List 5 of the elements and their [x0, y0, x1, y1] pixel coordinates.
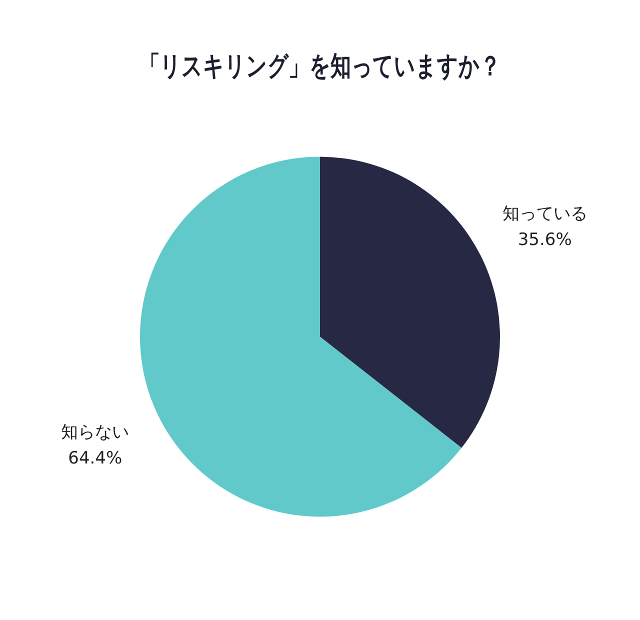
data-label: 35.6% — [518, 230, 572, 250]
slice-label: 知っている — [502, 204, 588, 224]
chart-title: 「リスキリング」を知っていますか？ — [139, 50, 501, 82]
data-label: 64.4% — [68, 448, 122, 468]
slice-label: 知らない — [61, 422, 130, 442]
